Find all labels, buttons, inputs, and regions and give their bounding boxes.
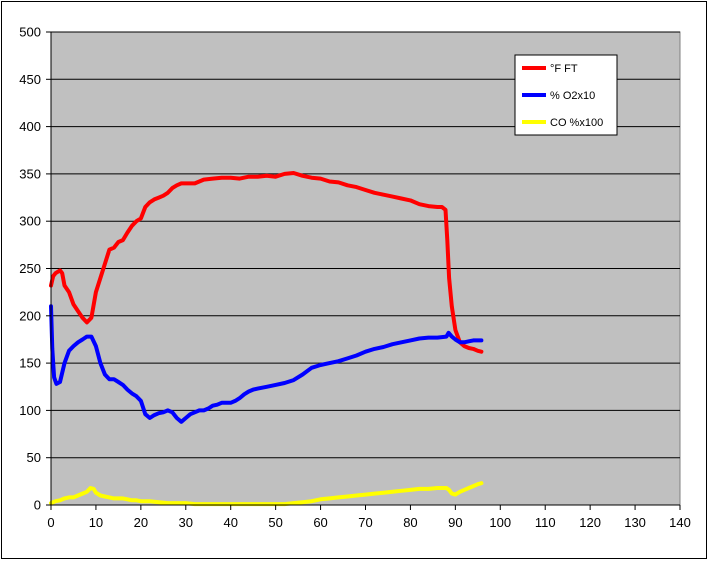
x-tick-label: 60 <box>313 515 327 530</box>
y-tick-label: 450 <box>19 72 41 87</box>
y-tick-label: 200 <box>19 308 41 323</box>
y-tick-label: 250 <box>19 261 41 276</box>
y-tick-label: 400 <box>19 119 41 134</box>
y-tick-label: 500 <box>19 25 41 40</box>
series-line-1 <box>49 171 484 354</box>
y-tick-label: 0 <box>34 498 41 513</box>
x-tick-label: 20 <box>134 515 148 530</box>
x-tick-label: 100 <box>489 515 511 530</box>
x-axis-ticks: 0 10 20 30 40 50 60 70 80 90 100 110 120 130 140 <box>47 505 691 530</box>
x-tick-label: 10 <box>89 515 103 530</box>
series-lines <box>49 171 484 507</box>
x-tick-label: 40 <box>223 515 237 530</box>
x-tick-label: 110 <box>535 515 556 530</box>
legend-label-1: °F FT <box>550 63 578 75</box>
series-line-3 <box>49 481 484 507</box>
x-tick-label: 70 <box>358 515 372 530</box>
x-tick-label: 50 <box>268 515 282 530</box>
x-tick-label: 120 <box>579 515 601 530</box>
series-line-2 <box>49 304 484 424</box>
legend-label-3: CO %x100 <box>550 117 603 129</box>
x-tick-label: 0 <box>47 515 54 530</box>
x-tick-label: 80 <box>403 515 417 530</box>
y-tick-label: 50 <box>27 450 41 465</box>
x-tick-label: 30 <box>179 515 193 530</box>
x-tick-label: 140 <box>669 515 691 530</box>
axes: 0 10 20 30 40 50 60 70 80 90 100 110 120 130 140 0 50 10… <box>19 25 691 531</box>
legend-label-2: % O2x10 <box>550 90 595 102</box>
y-tick-label: 100 <box>19 403 41 418</box>
x-tick-label: 90 <box>448 515 462 530</box>
x-tick-label: 130 <box>624 515 646 530</box>
y-axis-ticks: 0 50 100 150 200 250 300 350 400 450 500 <box>19 25 51 513</box>
y-tick-label: 150 <box>19 356 41 371</box>
y-tick-label: 300 <box>19 214 41 229</box>
legend: °F FT % O2x10 CO %x100 <box>514 54 618 136</box>
y-tick-label: 350 <box>19 166 41 181</box>
